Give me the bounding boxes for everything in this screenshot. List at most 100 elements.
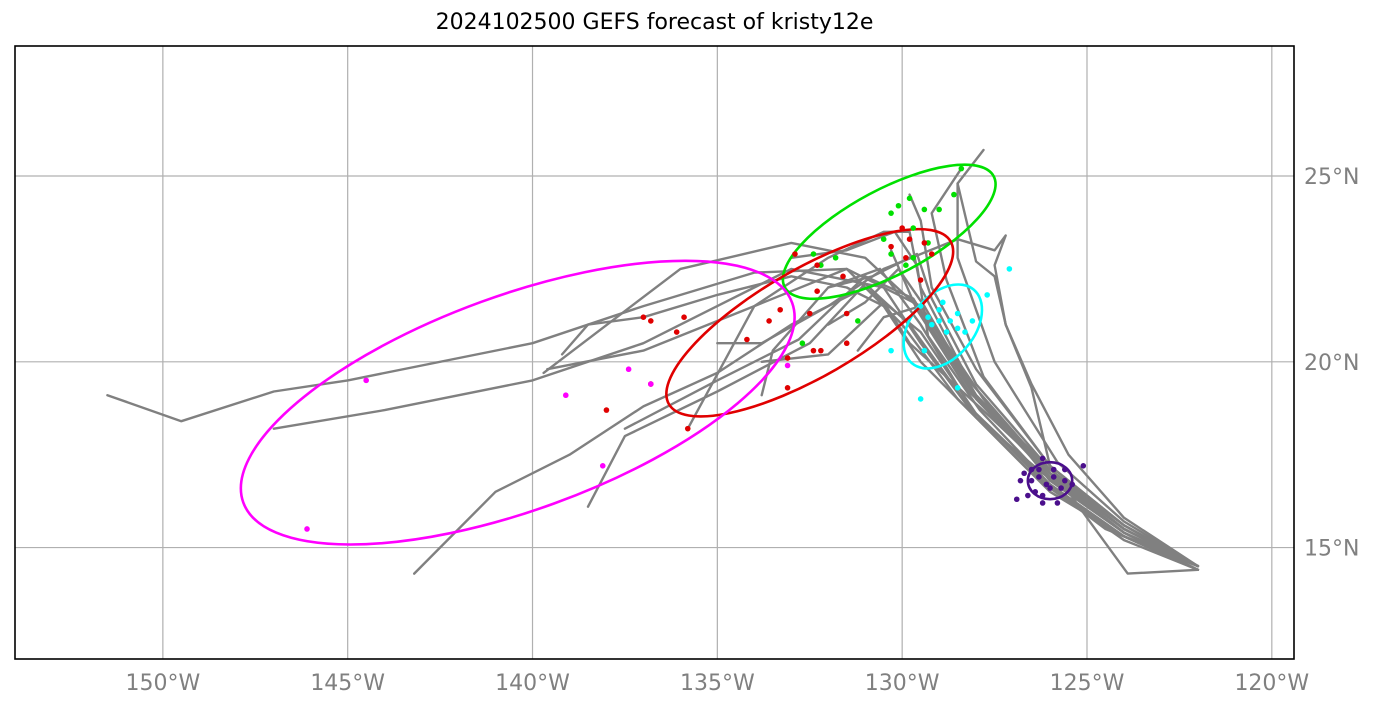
forecast-point-red (744, 336, 750, 343)
ensemble-track (560, 275, 1200, 568)
forecast-point-green (888, 251, 894, 257)
ensemble-track (413, 286, 1200, 575)
forecast-point-red (684, 425, 691, 432)
x-tick-label: 145°W (310, 671, 385, 696)
forecast-point-purple (1058, 485, 1064, 491)
forecast-point-red (928, 251, 935, 257)
forecast-point-green (855, 318, 861, 324)
y-tick-label: 25°N (1304, 165, 1359, 190)
forecast-point-red (792, 251, 798, 257)
map-title: 2024102500 GEFS forecast of kristy12e (435, 10, 874, 35)
forecast-point-green (910, 225, 917, 231)
forecast-point-cyan (954, 325, 961, 332)
forecast-point-green (880, 236, 887, 242)
forecast-point-red (917, 277, 924, 283)
forecast-point-purple (1013, 496, 1020, 503)
forecast-point-red (903, 254, 909, 261)
forecast-point-green (810, 251, 817, 257)
forecast-point-purple (1039, 455, 1046, 462)
forecast-point-red (843, 340, 850, 347)
forecast-point-cyan (917, 396, 924, 402)
forecast-point-purple (1062, 466, 1068, 473)
forecast-point-purple (1069, 481, 1076, 488)
forecast-point-magenta (562, 392, 569, 399)
forecast-point-cyan (925, 314, 931, 321)
forecast-point-green (903, 262, 909, 268)
forecast-point-red (899, 225, 905, 231)
forecast-point-cyan (917, 303, 924, 309)
map-frame (14, 45, 1295, 660)
forecast-point-red (840, 273, 846, 280)
ensemble-track (686, 267, 1200, 568)
ensemble-track (106, 267, 1200, 568)
grid-lines (15, 46, 1294, 659)
forecast-point-purple (1025, 492, 1031, 499)
forecast-point-purple (1021, 470, 1027, 477)
forecast-point-purple (1080, 463, 1087, 469)
forecast-point-red (906, 236, 913, 242)
x-tick-label: 150°W (125, 671, 200, 696)
forecast-point-purple (1036, 474, 1042, 480)
uncertainty-ellipses (239, 163, 1074, 546)
forecast-point-magenta (363, 377, 369, 384)
forecast-point-purple (1017, 477, 1024, 484)
forecast-point-cyan (936, 318, 942, 324)
forecast-point-red (810, 347, 817, 354)
x-tick-label: 135°W (680, 671, 755, 696)
forecast-point-green (958, 165, 965, 172)
forecast-point-cyan (962, 329, 968, 335)
ensemble-track (827, 252, 1200, 568)
uncertainty-ellipse (239, 259, 796, 546)
forecast-point-purple (1032, 489, 1039, 495)
ensemble-track (930, 167, 1200, 568)
x-tick-label: 120°W (1234, 671, 1309, 696)
forecast-point-red (603, 407, 610, 413)
forecast-point-magenta (784, 362, 791, 369)
forecast-point-cyan (947, 318, 954, 324)
forecast-point-cyan (969, 318, 976, 324)
forecast-point-green (888, 210, 894, 216)
forecast-point-red (843, 310, 850, 317)
forecast-point-purple (1028, 477, 1035, 484)
forecast-point-purple (1050, 474, 1057, 480)
ensemble-track (760, 301, 1200, 571)
uncertainty-ellipse (781, 163, 997, 301)
forecast-point-red (681, 314, 687, 321)
forecast-point-purple (1036, 466, 1042, 473)
forecast-point-cyan (954, 384, 961, 391)
axis-tick-labels: 150°W 145°W 140°W 135°W 130°W 125°W 120°W 15°N 2… (125, 165, 1359, 696)
forecast-point-magenta (599, 463, 606, 469)
forecast-point-green (906, 195, 913, 202)
forecast-point-purple (1039, 492, 1046, 499)
forecast-point-cyan (888, 347, 894, 354)
x-tick-label: 140°W (495, 671, 570, 696)
forecast-point-red (673, 329, 680, 335)
ensemble-track (956, 182, 1200, 575)
forecast-point-purple (1050, 466, 1057, 473)
ensemble-track (716, 234, 1200, 568)
forecast-point-magenta (304, 526, 310, 532)
forecast-point-purple (1043, 481, 1050, 488)
forecast-point-green (832, 254, 839, 261)
forecast-point-red (784, 384, 791, 391)
forecast-point-purple (1039, 500, 1046, 506)
forecast-positions (304, 165, 1087, 532)
forecast-point-purple (1054, 500, 1061, 506)
forecast-point-green (910, 254, 917, 261)
forecast-point-red (806, 310, 813, 317)
forecast-point-cyan (936, 306, 942, 313)
forecast-point-red (888, 243, 894, 250)
forecast-point-purple (1047, 485, 1053, 491)
forecast-point-green (921, 206, 928, 213)
forecast-point-green (799, 340, 806, 347)
forecast-point-green (951, 191, 957, 198)
forecast-point-red (784, 355, 791, 361)
forecast-point-cyan (940, 299, 946, 306)
forecast-point-cyan (954, 310, 961, 317)
forecast-point-red (814, 262, 820, 268)
uncertainty-ellipse (665, 227, 955, 418)
ensemble-track (790, 230, 1200, 571)
forecast-point-magenta (648, 381, 654, 387)
forecast-point-purple (1062, 477, 1068, 484)
